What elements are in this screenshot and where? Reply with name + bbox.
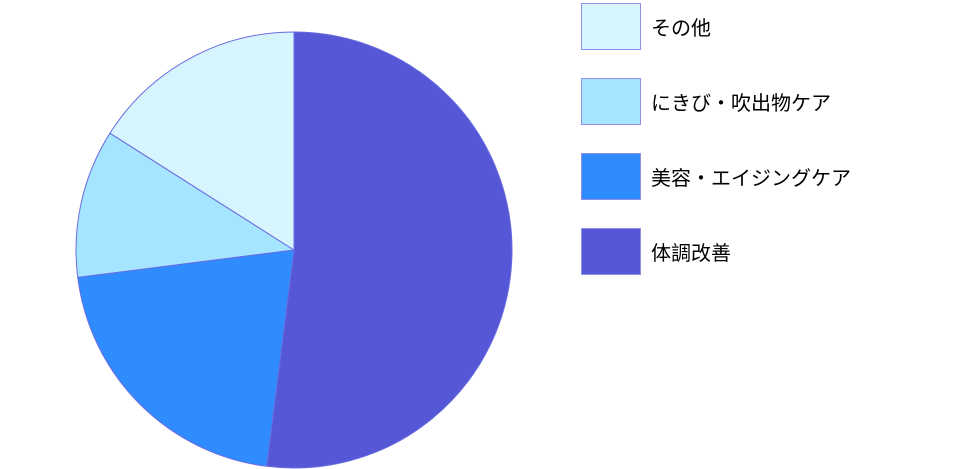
- legend-item: 美容・エイジングケア: [581, 151, 851, 201]
- legend-item: 体調改善: [581, 226, 731, 276]
- pie-slice-0: [266, 31, 513, 469]
- legend-label: にきび・吹出物ケア: [651, 90, 831, 115]
- legend-swatch: [581, 2, 641, 50]
- pie-slice-1: [77, 249, 295, 467]
- legend-swatch: [581, 152, 641, 200]
- legend-label: その他: [651, 15, 711, 40]
- legend-label: 体調改善: [651, 240, 731, 265]
- legend-swatch: [581, 227, 641, 275]
- pie-slice-3: [109, 31, 295, 251]
- legend-swatch: [581, 77, 641, 125]
- legend-item: その他: [581, 1, 711, 51]
- legend-item: にきび・吹出物ケア: [581, 76, 831, 126]
- pie-slice-2: [75, 132, 296, 278]
- legend-label: 美容・エイジングケア: [651, 165, 851, 190]
